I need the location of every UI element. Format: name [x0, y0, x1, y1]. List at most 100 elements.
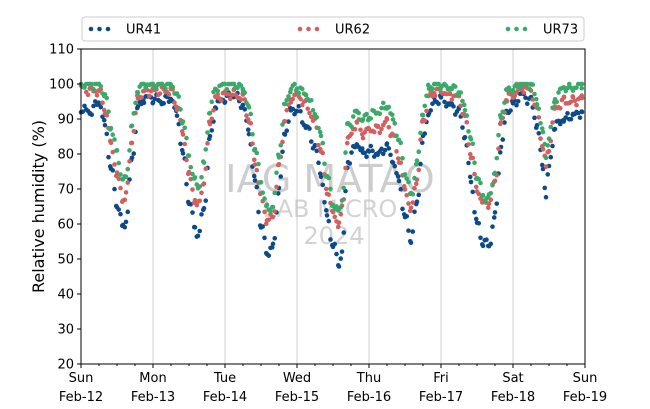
data-point [484, 237, 489, 243]
data-point [394, 133, 399, 139]
data-point [211, 108, 216, 113]
data-point [413, 161, 419, 167]
data-point [476, 220, 482, 226]
data-point [252, 162, 258, 167]
data-point [341, 185, 347, 191]
data-point [215, 92, 221, 97]
data-point [338, 204, 344, 210]
data-point [248, 111, 254, 117]
data-point [382, 147, 388, 153]
data-point [472, 171, 477, 177]
data-point [286, 94, 291, 99]
data-point [290, 96, 296, 102]
data-point [368, 143, 374, 149]
legend-marker [505, 26, 511, 32]
data-point [260, 224, 266, 229]
data-point [404, 213, 410, 219]
data-point [395, 156, 401, 161]
watermark-line2: LAB MICRO [263, 195, 398, 223]
data-point [466, 142, 471, 147]
data-point [536, 106, 542, 111]
data-point [280, 149, 285, 155]
data-point [468, 179, 474, 185]
data-point [203, 166, 209, 171]
data-point [316, 125, 321, 131]
data-point [390, 117, 396, 122]
data-point [432, 93, 438, 99]
data-point [470, 189, 476, 195]
data-point [262, 196, 267, 201]
data-point [539, 162, 545, 168]
data-point [514, 102, 519, 108]
data-point [116, 160, 122, 166]
legend-marker [88, 26, 94, 32]
data-point [406, 179, 411, 185]
data-point [178, 141, 183, 147]
data-point [322, 200, 327, 205]
data-point [451, 104, 456, 109]
data-point [100, 100, 105, 106]
data-point [251, 157, 257, 163]
data-point [546, 136, 552, 142]
data-point [296, 90, 302, 96]
data-point [184, 135, 189, 141]
data-point [380, 151, 386, 157]
data-point [131, 128, 137, 134]
data-point [201, 160, 207, 165]
data-point [510, 87, 516, 93]
data-point [197, 228, 203, 234]
data-point [174, 113, 180, 118]
y-tick-label: 100 [49, 78, 74, 93]
data-point [266, 217, 272, 222]
data-point [458, 103, 464, 109]
data-point [318, 174, 324, 180]
y-tick-label: 70 [57, 183, 74, 198]
data-point [550, 105, 555, 111]
data-point [570, 94, 576, 100]
data-point [574, 102, 579, 108]
data-point [414, 199, 420, 204]
data-point [557, 106, 563, 111]
data-point [254, 184, 260, 190]
data-point [494, 201, 500, 206]
data-point [263, 221, 269, 227]
data-point [298, 109, 303, 114]
data-point [328, 186, 333, 192]
data-point [186, 169, 192, 175]
data-point [498, 115, 504, 121]
data-point [335, 224, 341, 230]
data-point [299, 86, 305, 92]
data-point [349, 124, 354, 129]
data-point [123, 190, 129, 195]
data-point [538, 136, 543, 141]
data-point [197, 198, 203, 204]
data-point [379, 126, 384, 132]
data-point [190, 187, 195, 192]
data-point [106, 154, 111, 160]
x-tick-label-date: Feb-15 [275, 390, 319, 405]
data-point [127, 159, 132, 164]
data-point [246, 105, 252, 110]
data-point [344, 140, 350, 146]
data-point [305, 106, 311, 111]
data-point [166, 92, 172, 97]
data-point [294, 108, 300, 114]
data-point [129, 123, 135, 129]
data-point [102, 92, 108, 97]
x-tick-label-day: Tue [213, 371, 236, 386]
data-point [235, 85, 240, 91]
data-point [318, 133, 324, 139]
data-point [176, 94, 182, 99]
data-point [566, 81, 572, 87]
data-point [467, 174, 473, 180]
data-point [478, 180, 483, 186]
data-point [326, 218, 332, 224]
data-point [402, 172, 408, 177]
data-point [413, 181, 419, 187]
legend-label: UR73 [543, 23, 578, 38]
data-point [274, 170, 279, 176]
data-point [328, 237, 333, 242]
data-point [476, 191, 482, 197]
data-point [575, 110, 581, 116]
